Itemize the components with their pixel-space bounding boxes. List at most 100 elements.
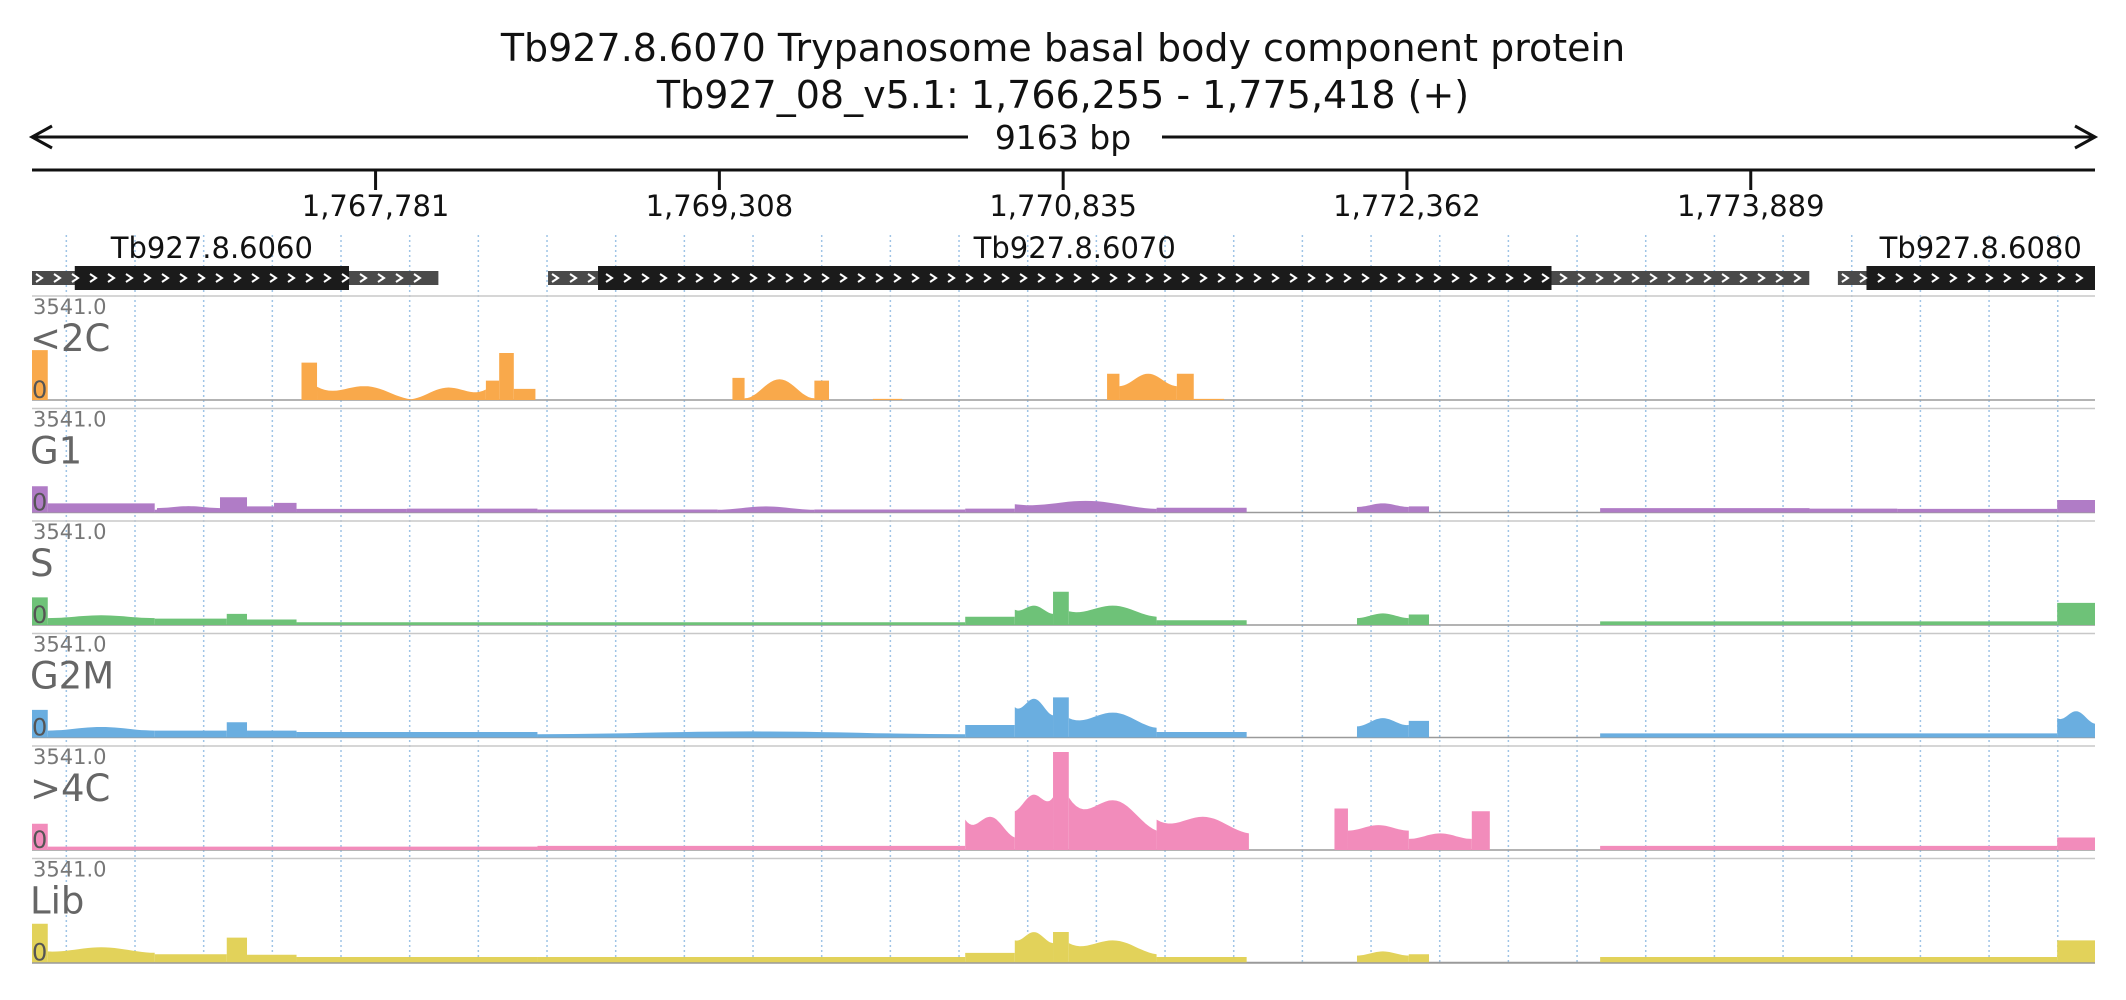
coverage-segment	[499, 352, 514, 400]
strand-chevron-icon	[1757, 273, 1766, 283]
strand-chevron-icon	[1073, 273, 1082, 283]
strand-chevron-icon	[143, 273, 152, 283]
gene-label: Tb927.8.6060	[110, 231, 313, 265]
strand-chevron-icon	[1505, 273, 1514, 283]
gene-cds	[1866, 266, 2095, 290]
strand-chevron-icon	[1595, 273, 1604, 283]
strand-chevron-icon	[1739, 273, 1748, 283]
coverage-segment	[872, 398, 903, 400]
coverage-segment	[814, 509, 966, 513]
coverage-segment	[485, 380, 500, 400]
strand-chevron-icon	[179, 273, 188, 283]
track-ymax-label: 3541.0	[33, 745, 106, 769]
span-arrow-left-head-icon	[28, 124, 53, 150]
coverage-segment	[1107, 373, 1120, 400]
strand-chevron-icon	[623, 273, 632, 283]
coverage-segment	[1356, 503, 1409, 513]
strand-chevron-icon	[1469, 273, 1478, 283]
coverage-segment	[1600, 845, 2058, 850]
strand-chevron-icon	[1037, 273, 1046, 283]
strand-chevron-icon	[2075, 273, 2084, 283]
coverage-segment	[156, 506, 220, 513]
coverage-segment	[317, 386, 412, 400]
coverage-segment	[32, 709, 48, 738]
track-4: 3541.0 0 >4C	[30, 745, 2095, 854]
strand-chevron-icon	[395, 273, 404, 283]
coverage-segment	[1408, 720, 1430, 738]
coverage-segment	[1193, 398, 1225, 400]
strand-chevron-icon	[1685, 273, 1694, 283]
track-ymin-label: 0	[32, 376, 47, 404]
axis-ticks: 1,767,781 1,769,308 1,770,835 1,772,362 1,77…	[302, 170, 1825, 223]
track-name: G1	[30, 430, 82, 473]
coverage-segment	[154, 509, 157, 513]
strand-chevron-icon	[947, 273, 956, 283]
strand-chevron-icon	[1181, 273, 1190, 283]
coverage-segment	[247, 730, 297, 738]
coverage-segment	[814, 380, 830, 400]
coverage-segment	[1053, 697, 1069, 738]
strand-chevron-icon	[821, 273, 830, 283]
strand-chevron-icon	[1199, 273, 1208, 283]
strand-chevron-icon	[1091, 273, 1100, 283]
coverage-segment	[537, 509, 718, 513]
coverage-segment	[411, 387, 486, 400]
coverage-segment	[513, 388, 536, 400]
coverage-segment	[247, 506, 275, 513]
strand-chevron-icon	[1859, 273, 1868, 283]
strand-chevron-icon	[2021, 273, 2030, 283]
strand-chevron-icon	[1343, 273, 1352, 283]
strand-chevron-icon	[2057, 273, 2066, 283]
strand-chevron-icon	[1985, 273, 1994, 283]
coverage-segment	[1068, 605, 1157, 625]
coverage-segment	[1156, 956, 1247, 963]
strand-chevron-icon	[749, 273, 758, 283]
strand-chevron-icon	[803, 273, 812, 283]
coverage-segment	[296, 956, 538, 963]
coverage-segment	[226, 613, 248, 625]
coverage-segment	[2057, 602, 2095, 625]
strand-chevron-icon	[875, 273, 884, 283]
coverage-segment	[32, 486, 48, 513]
strand-chevron-icon	[1289, 273, 1298, 283]
coverage-segment	[2057, 711, 2095, 738]
track-ymax-label: 3541.0	[33, 408, 106, 432]
strand-chevron-icon	[161, 273, 170, 283]
coverage-segment	[1156, 507, 1247, 513]
strand-chevron-icon	[1631, 273, 1640, 283]
strand-chevron-icon	[713, 273, 722, 283]
coverage-segment	[1408, 954, 1430, 963]
strand-chevron-icon	[965, 273, 974, 283]
coverage-segment	[1408, 506, 1430, 513]
coverage-segment	[537, 845, 966, 850]
strand-chevron-icon	[1841, 273, 1850, 283]
strand-chevron-icon	[323, 273, 332, 283]
strand-chevron-icon	[767, 273, 776, 283]
strand-chevron-icon	[1913, 273, 1922, 283]
strand-chevron-icon	[1559, 273, 1568, 283]
coverage-segment	[406, 508, 538, 513]
strand-chevron-icon	[839, 273, 848, 283]
coverage-segment	[154, 730, 227, 738]
strand-chevron-icon	[107, 273, 116, 283]
coverage-segment	[1014, 605, 1054, 625]
coverage-segment	[1408, 614, 1430, 625]
strand-chevron-icon	[1721, 273, 1730, 283]
span-label: 9163 bp	[995, 118, 1131, 157]
axis-tick-label: 1,772,362	[1333, 189, 1481, 223]
strand-chevron-icon	[1667, 273, 1676, 283]
strand-chevron-icon	[1931, 273, 1940, 283]
track-ymin-label: 0	[32, 489, 47, 517]
track-ymin-label: 0	[32, 939, 47, 967]
coverage-segment	[1053, 591, 1069, 625]
strand-chevron-icon	[341, 273, 350, 283]
coverage-segment	[47, 947, 155, 963]
coverage-segment	[274, 502, 297, 513]
strand-chevron-icon	[1001, 273, 1010, 283]
gene-track: Tb927.8.6060 Tb927.8.6070 Tb927.8.6080	[32, 231, 2095, 290]
strand-chevron-icon	[197, 273, 206, 283]
coverage-segment	[1014, 794, 1054, 850]
strand-chevron-icon	[215, 273, 224, 283]
strand-chevron-icon	[1967, 273, 1976, 283]
